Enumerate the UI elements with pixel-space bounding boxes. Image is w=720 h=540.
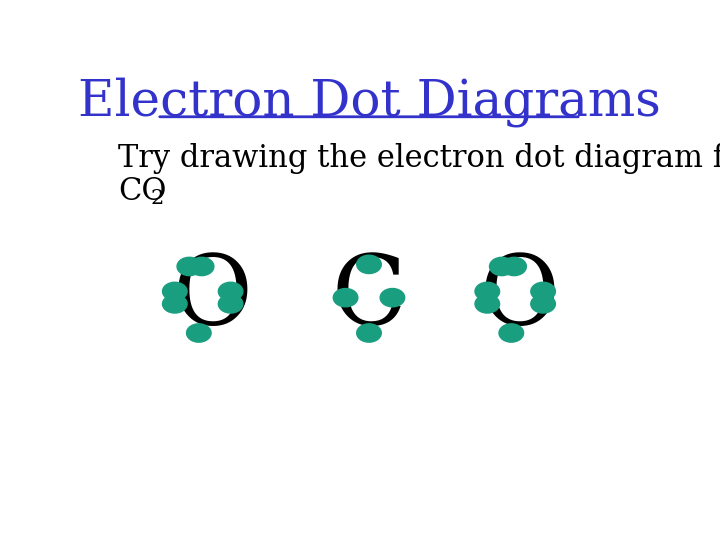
- Circle shape: [189, 258, 214, 275]
- Text: C: C: [332, 251, 406, 345]
- Circle shape: [499, 324, 523, 342]
- Circle shape: [531, 282, 555, 301]
- Circle shape: [218, 295, 243, 313]
- Text: 2: 2: [150, 189, 163, 208]
- Text: O: O: [480, 251, 559, 345]
- Circle shape: [356, 255, 382, 274]
- Text: Try drawing the electron dot diagram for:: Try drawing the electron dot diagram for…: [118, 143, 720, 174]
- Circle shape: [177, 258, 202, 275]
- Circle shape: [490, 258, 514, 275]
- Text: O: O: [173, 251, 253, 345]
- Circle shape: [475, 282, 500, 301]
- Circle shape: [186, 324, 211, 342]
- Circle shape: [475, 295, 500, 313]
- Circle shape: [218, 282, 243, 301]
- Text: CO: CO: [118, 176, 166, 207]
- Circle shape: [531, 295, 555, 313]
- Circle shape: [380, 288, 405, 307]
- Circle shape: [163, 282, 187, 301]
- Circle shape: [333, 288, 358, 307]
- Text: Electron Dot Diagrams: Electron Dot Diagrams: [78, 77, 660, 127]
- Circle shape: [356, 324, 382, 342]
- Circle shape: [502, 258, 526, 275]
- Circle shape: [163, 295, 187, 313]
